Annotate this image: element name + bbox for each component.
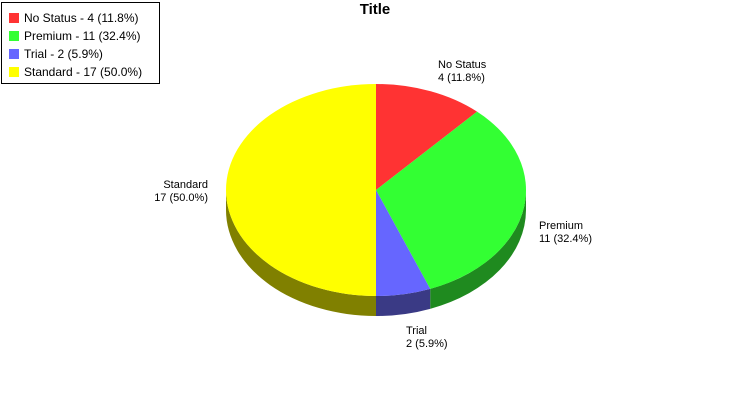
pie-side-standard <box>226 190 376 316</box>
legend-item-standard: Standard - 17 (50.0%) <box>9 64 142 80</box>
legend-label-no-status: No Status - 4 (11.8%) <box>24 11 139 25</box>
legend-swatch-standard <box>9 67 19 77</box>
legend-label-premium: Premium - 11 (32.4%) <box>24 29 141 43</box>
pie-top <box>226 84 527 296</box>
slice-label-premium: Premium 11 (32.4%) <box>539 220 592 245</box>
pie-slice-premium <box>376 111 527 289</box>
slice-label-standard: Standard 17 (50.0%) <box>154 179 208 204</box>
pie-sides <box>226 190 526 316</box>
legend-swatch-trial <box>9 49 19 59</box>
legend-swatch-no-status <box>9 13 19 23</box>
legend-label-standard: Standard - 17 (50.0%) <box>24 65 143 79</box>
legend-item-trial: Trial - 2 (5.9%) <box>9 46 103 62</box>
pie-side-premium <box>430 190 526 309</box>
pie-slice-standard <box>226 84 376 296</box>
pie-slice-trial <box>376 190 431 296</box>
pie-side-trial <box>376 288 431 316</box>
slice-label-trial: Trial 2 (5.9%) <box>406 325 448 350</box>
pie-labels: No Status 4 (11.8%) Premium 11 (32.4%) Trial… <box>154 59 592 350</box>
legend-label-trial: Trial - 2 (5.9%) <box>24 47 103 61</box>
pie-slice-no-status <box>376 84 478 190</box>
legend-item-premium: Premium - 11 (32.4%) <box>9 28 140 44</box>
slice-label-no-status: No Status 4 (11.8%) <box>438 59 487 84</box>
chart-legend: No Status - 4 (11.8%) Premium - 11 (32.4… <box>1 2 160 84</box>
chart-title: Title <box>359 1 391 18</box>
legend-swatch-premium <box>9 31 19 41</box>
legend-item-no-status: No Status - 4 (11.8%) <box>9 10 139 26</box>
